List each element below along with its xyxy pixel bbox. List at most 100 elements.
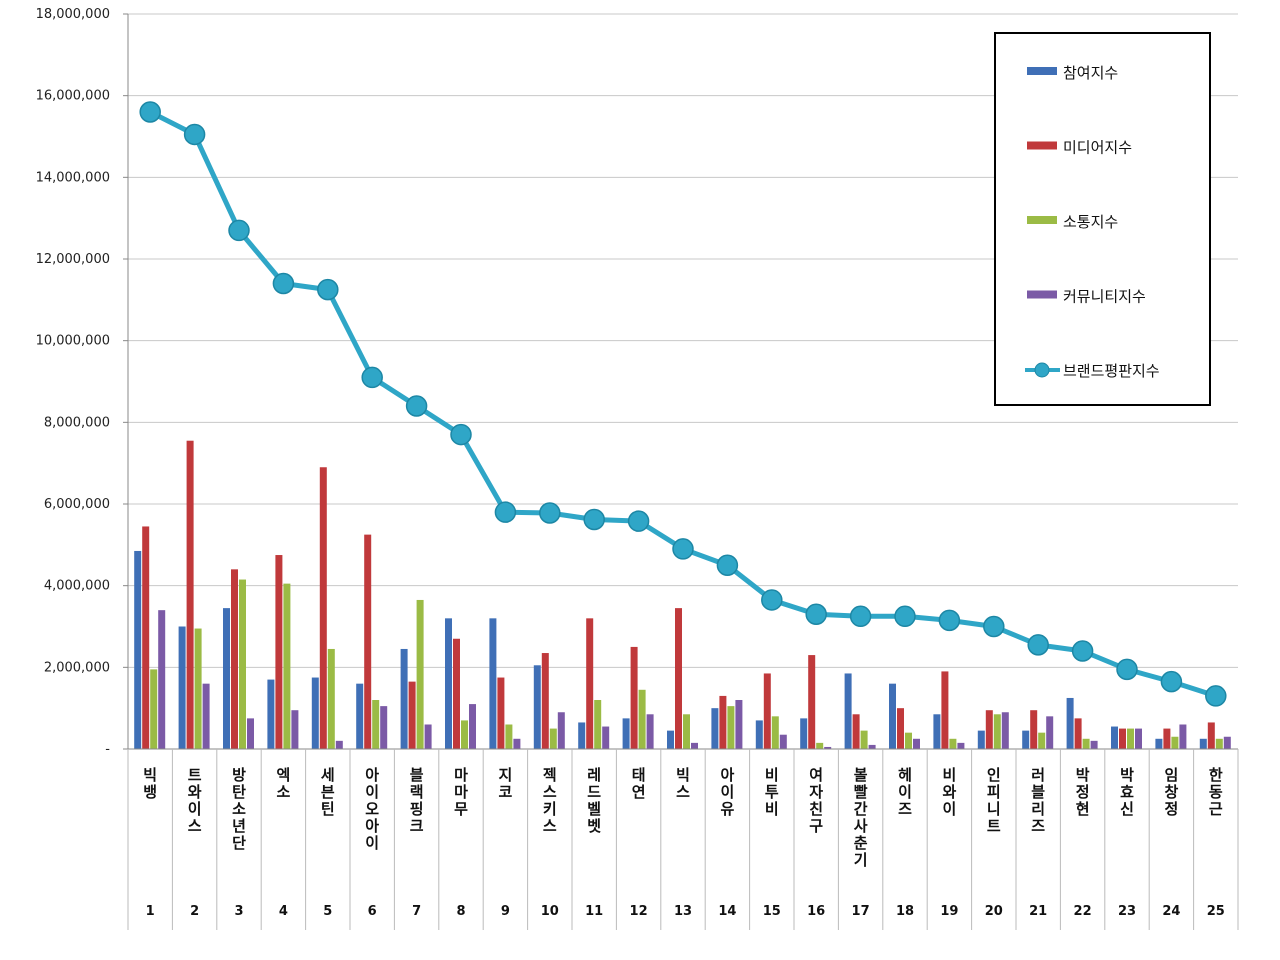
bar xyxy=(380,706,388,749)
brand-index-point xyxy=(761,589,783,611)
rank-label: 2 xyxy=(190,904,199,919)
bar xyxy=(816,742,824,749)
bar xyxy=(763,673,771,749)
bar xyxy=(239,579,246,749)
brand-index-point xyxy=(627,510,650,532)
bar xyxy=(630,646,638,749)
bar xyxy=(158,610,166,749)
brand-index-point xyxy=(317,278,339,301)
rank-label: 20 xyxy=(985,904,1003,919)
y-tick-label: 16,000,000 xyxy=(36,89,110,104)
rank-label: 6 xyxy=(368,904,377,919)
rank-label: 18 xyxy=(896,904,914,919)
bar xyxy=(993,714,1001,749)
bar xyxy=(408,681,416,749)
bar xyxy=(949,738,957,749)
bar xyxy=(453,638,460,749)
y-tick-label: 6,000,000 xyxy=(44,497,110,512)
brand-index-point xyxy=(716,554,739,576)
bar xyxy=(844,673,852,749)
bar xyxy=(327,648,335,749)
brand-index-point xyxy=(539,502,561,524)
rank-label: 16 xyxy=(807,904,825,919)
bar xyxy=(771,716,779,749)
bar xyxy=(719,695,727,749)
bar xyxy=(557,712,565,749)
bar xyxy=(469,704,476,749)
brand-index-point xyxy=(183,123,206,146)
brand-index-point xyxy=(405,395,428,417)
rank-label: 22 xyxy=(1074,904,1092,919)
rank-label: 7 xyxy=(412,904,421,919)
bar xyxy=(202,683,210,749)
rank-label: 8 xyxy=(456,904,465,919)
rank-label: 11 xyxy=(585,904,603,919)
bar xyxy=(1163,728,1171,749)
bar xyxy=(985,710,993,749)
bar xyxy=(1119,728,1126,749)
rank-label: 10 xyxy=(541,904,559,919)
bar xyxy=(1223,736,1231,749)
bar xyxy=(779,734,787,749)
bar xyxy=(1038,732,1046,749)
legend-swatch xyxy=(1027,141,1057,150)
bar xyxy=(941,671,949,749)
bar xyxy=(291,710,299,749)
rank-label: 13 xyxy=(674,904,692,919)
y-tick-label: 4,000,000 xyxy=(44,579,110,594)
rank-label: 19 xyxy=(940,904,958,919)
bar xyxy=(533,665,541,749)
bar xyxy=(1135,728,1142,749)
bar xyxy=(424,724,432,749)
bar xyxy=(364,534,372,749)
legend-swatch xyxy=(1027,290,1057,299)
bar xyxy=(594,700,602,749)
legend-label: 미디어지수 xyxy=(1063,139,1132,157)
legend-label: 소통지수 xyxy=(1063,213,1118,231)
bar xyxy=(957,742,965,749)
bar xyxy=(1030,710,1038,749)
bar xyxy=(505,724,513,749)
bar xyxy=(231,569,238,749)
bar xyxy=(727,706,735,749)
rank-label: 12 xyxy=(630,904,648,919)
brand-index-point xyxy=(672,538,694,560)
bar xyxy=(142,526,150,749)
legend-label: 참여지수 xyxy=(1063,64,1118,82)
bar xyxy=(1001,712,1009,749)
brand-index-point xyxy=(894,605,916,628)
bar xyxy=(1090,740,1098,749)
bar xyxy=(1046,716,1054,749)
bar xyxy=(905,732,912,749)
y-tick-label: 2,000,000 xyxy=(44,660,110,675)
bar xyxy=(1155,738,1163,749)
bar xyxy=(1179,724,1187,749)
bar xyxy=(1066,697,1074,749)
brand-index-point xyxy=(1116,658,1138,681)
y-tick-label: - xyxy=(105,742,110,757)
bar xyxy=(319,467,327,749)
bar-series xyxy=(134,440,1231,749)
bar xyxy=(1127,728,1134,749)
bar xyxy=(186,440,194,749)
bar xyxy=(400,648,408,749)
bar xyxy=(1199,738,1207,749)
brand-index-point xyxy=(228,219,250,242)
legend-label: 커뮤니티지수 xyxy=(1063,288,1146,306)
y-tick-label: 10,000,000 xyxy=(36,334,110,349)
bar xyxy=(549,728,557,749)
rank-label: 14 xyxy=(718,904,736,919)
bar xyxy=(1022,730,1030,749)
